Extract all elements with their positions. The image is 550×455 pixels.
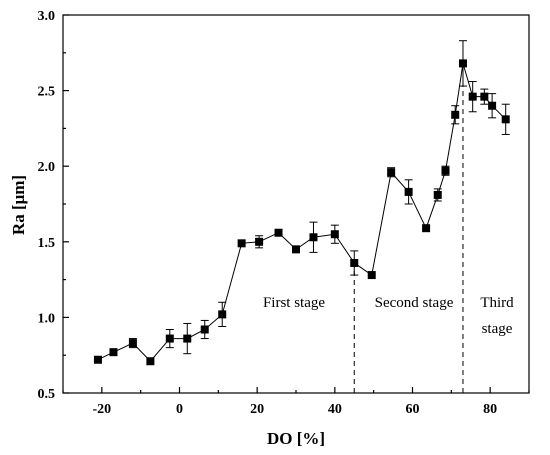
x-axis-title: DO [%] [267,429,325,448]
data-point [93,355,102,364]
y-tick-label: 3.0 [38,9,56,24]
data-point [350,258,359,267]
y-axis-title: Ra [μm] [9,175,28,235]
x-tick-label: 60 [406,402,420,417]
y-tick-label: 0.5 [38,387,56,402]
data-point [433,190,442,199]
y-tick-label: 2.0 [38,160,56,175]
data-point [128,339,137,348]
annotation-third-stage-line1: Third [480,295,514,311]
x-tick-label: 0 [176,402,183,417]
x-tick-label: 20 [250,402,264,417]
data-point [501,115,510,124]
data-point [404,187,413,196]
data-point [451,110,460,119]
x-tick-label: 80 [483,402,497,417]
annotation-first-stage: First stage [263,295,325,311]
y-tick-label: 1.5 [38,236,56,251]
y-tick-label: 2.5 [38,85,56,100]
y-tick-label: 1.0 [38,311,56,326]
data-point [218,310,227,319]
series-line [97,63,507,362]
x-tick-label: 40 [328,402,342,417]
data-point [109,348,118,357]
data-point [146,357,155,366]
data-point [237,239,246,248]
data-point [274,228,283,237]
data-point [165,334,174,343]
data-point [387,168,396,177]
data-point [183,334,192,343]
data-point [468,92,477,101]
x-tick-label: -20 [92,402,111,417]
data-point [422,224,431,233]
data-point [309,233,318,242]
data-point [255,237,264,246]
data-point [330,230,339,239]
data-point [458,59,467,68]
data-point [367,271,376,280]
data-point [292,245,300,254]
annotation-second-stage: Second stage [375,295,454,311]
data-point [488,101,497,110]
data-point [480,92,489,101]
data-point [200,325,209,334]
plot-frame [62,14,530,394]
annotation-third-stage-line2: stage [482,321,513,337]
data-point [441,166,450,175]
